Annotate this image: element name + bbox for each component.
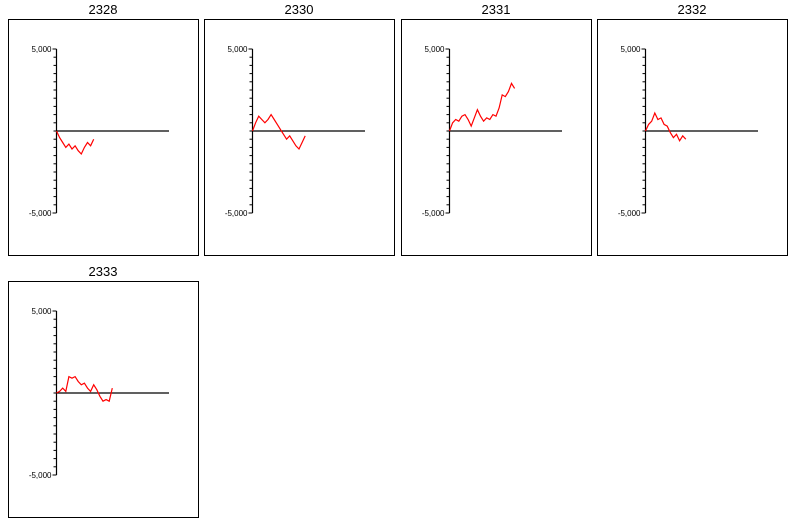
chart-panel-2328: 5,000 -5,000: [8, 19, 199, 256]
chart-title: 2330: [284, 2, 314, 17]
series-line: [55, 130, 95, 156]
y-tick-label-max: 5,000: [424, 45, 445, 54]
series-line: [644, 111, 687, 143]
panel-frame: [597, 19, 788, 256]
chart-panel-2333: 5,000 -5,000: [8, 281, 199, 518]
y-tick-label-max: 5,000: [31, 307, 52, 316]
series-line: [251, 113, 306, 151]
y-tick-label-min: -5,000: [225, 209, 248, 218]
panel-frame: [8, 19, 199, 256]
panel-frame: [401, 19, 592, 256]
y-tick-label-max: 5,000: [227, 45, 248, 54]
panel-frame: [204, 19, 395, 256]
y-tick-label-max: 5,000: [31, 45, 52, 54]
y-tick-label-max: 5,000: [620, 45, 641, 54]
chart-panel-2331: 5,000 -5,000: [401, 19, 592, 256]
chart-title: 2332: [677, 2, 707, 17]
y-tick-label-min: -5,000: [29, 471, 52, 480]
series-line: [448, 82, 516, 132]
chart-title: 2328: [88, 2, 118, 17]
chart-panel-2332: 5,000 -5,000: [597, 19, 788, 256]
series-line: [56, 375, 113, 403]
y-tick-label-min: -5,000: [618, 209, 641, 218]
chart-title: 2331: [481, 2, 511, 17]
chart-panel-2330: 5,000 -5,000: [204, 19, 395, 256]
y-tick-label-min: -5,000: [422, 209, 445, 218]
panel-frame: [8, 281, 199, 518]
y-tick-label-min: -5,000: [29, 209, 52, 218]
chart-title: 2333: [88, 264, 118, 279]
